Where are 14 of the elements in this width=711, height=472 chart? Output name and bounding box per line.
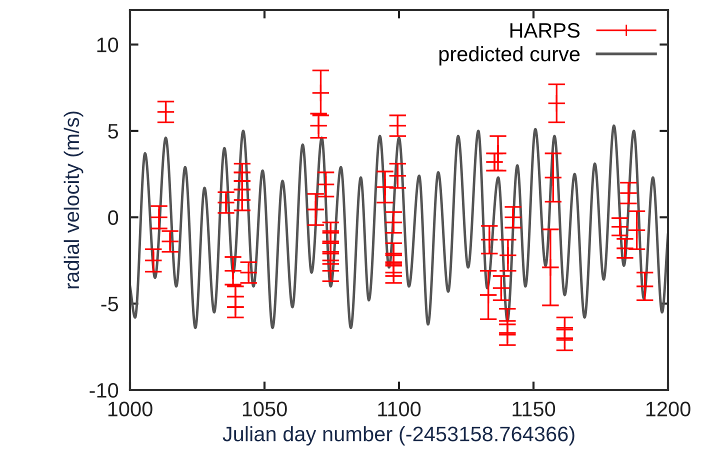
x-tick-label: 1000 (108, 402, 152, 416)
y-axis-title: radial velocity (m/s) (64, 112, 84, 288)
x-tick-label: 1100 (378, 402, 421, 416)
x-tick-label: 1150 (512, 402, 556, 416)
legend-label: predicted curve (439, 46, 580, 66)
x-tick-label: 1200 (646, 402, 690, 416)
y-tick-label: 5 (108, 124, 118, 139)
y-tick-label: 10 (97, 38, 118, 52)
legend-label: HARPS (510, 23, 580, 38)
x-axis-title: Julian day number (-2453158.764366) (222, 426, 574, 446)
x-tick-label: 1050 (242, 402, 287, 416)
y-tick-label: 0 (108, 210, 118, 226)
y-tick-label: -10 (90, 383, 118, 398)
y-tick-label: -5 (101, 296, 118, 312)
